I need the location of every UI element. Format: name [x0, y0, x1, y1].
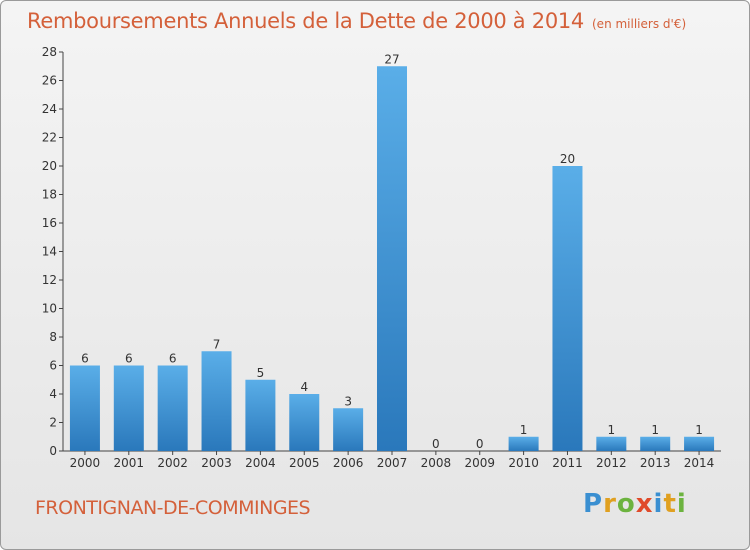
commune-name: FRONTIGNAN-DE-COMMINGES — [35, 497, 311, 519]
x-tick-label: 2000 — [70, 456, 101, 470]
y-tick-label: 16 — [42, 216, 57, 230]
bar-2007 — [377, 66, 407, 451]
logo-letter: i — [676, 489, 687, 519]
y-tick-label: 26 — [42, 74, 57, 88]
bar-2005 — [289, 394, 320, 451]
bar-2012 — [596, 436, 627, 451]
bar-2011 — [552, 166, 583, 451]
y-tick-label: 2 — [49, 416, 57, 430]
data-label-2012: 1 — [608, 423, 616, 437]
bar-2004 — [245, 379, 276, 451]
data-label-2007: 27 — [384, 52, 399, 66]
proxiti-logo: Proxiti — [583, 489, 687, 519]
data-label-2006: 3 — [344, 394, 352, 408]
bar-2002 — [157, 365, 188, 451]
y-tick-label: 24 — [42, 102, 57, 116]
x-tick-label: 2006 — [333, 456, 364, 470]
data-label-2010: 1 — [520, 423, 528, 437]
data-label-2002: 6 — [169, 352, 177, 366]
logo-letter: x — [635, 489, 654, 519]
data-label-2005: 4 — [300, 380, 308, 394]
data-label-2004: 5 — [257, 366, 265, 380]
chart-unit: (en milliers d'€) — [592, 17, 687, 31]
y-tick-label: 0 — [49, 444, 57, 458]
chart-title-text: Remboursements Annuels de la Dette de 20… — [27, 9, 584, 33]
x-tick-label: 2010 — [508, 456, 539, 470]
data-label-2001: 6 — [125, 352, 133, 366]
data-label-2013: 1 — [651, 423, 659, 437]
bar-2010 — [508, 436, 539, 451]
x-tick-label: 2003 — [201, 456, 232, 470]
x-tick-label: 2012 — [596, 456, 627, 470]
logo-letter: P — [583, 489, 604, 519]
y-tick-label: 22 — [42, 131, 57, 145]
data-label-2003: 7 — [213, 337, 221, 351]
bars — [69, 66, 715, 451]
data-labels: 6 6 6 7 5 4 3 27 0 0 1 20 1 1 1 — [81, 52, 703, 451]
x-tick-label: 2014 — [684, 456, 715, 470]
y-tick-label: 8 — [49, 330, 57, 344]
logo-letter: o — [616, 489, 636, 519]
data-label-2009: 0 — [476, 437, 484, 451]
y-tick-label: 6 — [49, 359, 57, 373]
x-tick-label: 2007 — [377, 456, 408, 470]
x-tick-label: 2001 — [114, 456, 145, 470]
y-tick-label: 10 — [42, 302, 57, 316]
y-tick-label: 20 — [42, 159, 57, 173]
y-tick-label: 18 — [42, 188, 57, 202]
x-tick-label: 2009 — [464, 456, 495, 470]
chart-title: Remboursements Annuels de la Dette de 20… — [27, 9, 686, 33]
logo-letter: r — [603, 489, 617, 519]
bar-2013 — [640, 436, 671, 451]
x-axis: 2000 2001 2002 2003 2004 2005 2006 2007 2008 2009… — [63, 450, 721, 470]
x-tick-label: 2005 — [289, 456, 320, 470]
bar-2003 — [201, 351, 232, 451]
bar-2001 — [113, 365, 144, 451]
bar-2000 — [69, 365, 100, 451]
x-tick-label: 2002 — [157, 456, 188, 470]
y-tick-label: 28 — [42, 45, 57, 59]
bar-2006 — [333, 408, 364, 451]
x-tick-label: 2011 — [552, 456, 583, 470]
data-label-2000: 6 — [81, 352, 89, 366]
x-tick-label: 2004 — [245, 456, 276, 470]
data-label-2014: 1 — [695, 423, 703, 437]
y-tick-label: 4 — [49, 387, 57, 401]
data-label-2011: 20 — [560, 152, 575, 166]
y-tick-label: 12 — [42, 273, 57, 287]
x-tick-label: 2008 — [421, 456, 452, 470]
bar-2014 — [684, 436, 715, 451]
y-tick-label: 14 — [42, 245, 57, 259]
logo-letter: i — [653, 489, 664, 519]
data-label-2008: 0 — [432, 437, 440, 451]
x-tick-label: 2013 — [640, 456, 671, 470]
logo-letter: t — [663, 489, 677, 519]
